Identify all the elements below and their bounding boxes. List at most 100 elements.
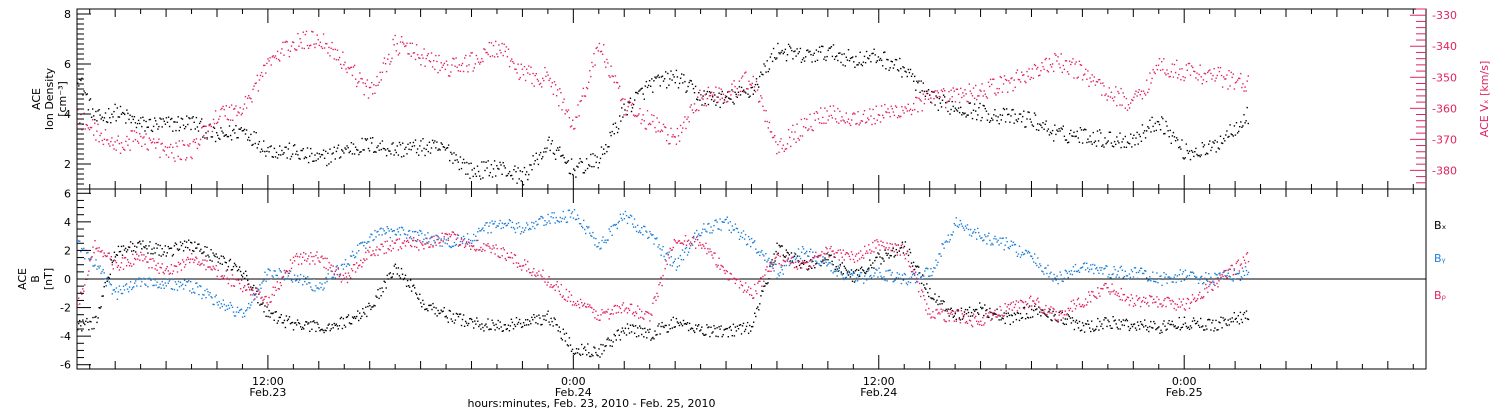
velocity-point (347, 66, 349, 69)
density-point (495, 175, 497, 177)
velocity-point (377, 84, 379, 86)
velocity-point (1029, 78, 1031, 81)
bx-point (163, 251, 165, 253)
by-point (664, 259, 666, 261)
density-point (1091, 143, 1093, 145)
density-point (651, 78, 653, 80)
bz-point (216, 275, 218, 278)
density-point (831, 55, 834, 58)
by-point (486, 222, 488, 224)
by-point (907, 281, 910, 283)
density-point (690, 80, 692, 82)
by-point (522, 231, 525, 233)
velocity-point (953, 90, 955, 92)
density-point (1161, 116, 1163, 118)
velocity-point (102, 143, 105, 146)
velocity-point (723, 101, 726, 103)
by-point (679, 254, 682, 257)
bz-point (347, 272, 350, 274)
by-point (883, 276, 885, 278)
by-point (997, 239, 999, 241)
velocity-point (185, 159, 187, 161)
bx-point (363, 311, 365, 314)
density-point (941, 99, 944, 101)
by-point (548, 220, 550, 222)
bx-point (539, 317, 541, 319)
by-point (332, 276, 334, 278)
by-point (100, 272, 102, 275)
density-point (352, 143, 355, 145)
bx-point (219, 262, 221, 265)
bx-point (746, 321, 749, 324)
bx-point (312, 320, 314, 323)
velocity-point (384, 63, 387, 65)
density-point (559, 146, 561, 148)
by-point (289, 270, 292, 272)
velocity-point (673, 136, 675, 138)
bx-point (879, 256, 881, 258)
density-point (95, 110, 97, 113)
by-point (118, 285, 121, 287)
bz-point (283, 269, 286, 272)
density-point (481, 161, 483, 163)
density-point (237, 137, 239, 139)
density-point (803, 60, 806, 62)
density-point (614, 122, 617, 124)
bx-point (643, 336, 645, 338)
density-point (1095, 145, 1098, 147)
density-point (82, 94, 84, 96)
bx-point (1186, 327, 1189, 329)
velocity-point (419, 57, 421, 59)
velocity-point (449, 75, 451, 77)
bx-point (458, 313, 461, 315)
by-point (812, 251, 814, 253)
bx-point (715, 335, 717, 337)
density-point (939, 102, 942, 104)
by-point (431, 235, 433, 238)
bz-point (192, 258, 194, 260)
bx-point (601, 353, 603, 355)
velocity-point (900, 115, 902, 118)
velocity-point (960, 87, 962, 90)
density-point (219, 138, 221, 140)
velocity-point (609, 76, 611, 78)
bx-point (780, 245, 782, 247)
by-point (927, 268, 929, 270)
density-point (131, 115, 133, 118)
density-point (795, 55, 797, 57)
bx-point (210, 249, 212, 251)
velocity-point (553, 81, 556, 83)
bz-point (251, 288, 253, 290)
density-point (977, 114, 979, 116)
density-point (189, 117, 191, 120)
velocity-point (739, 90, 742, 93)
bx-point (1054, 313, 1056, 316)
density-point (290, 155, 293, 158)
density-point (435, 147, 437, 149)
bx-point (360, 317, 362, 320)
bx-point (311, 328, 313, 330)
by-point (1009, 245, 1011, 248)
bz-point (160, 267, 162, 269)
by-point (561, 217, 563, 220)
by-point (419, 229, 421, 232)
by-point (232, 311, 235, 313)
velocity-point (400, 36, 403, 38)
by-point (247, 307, 249, 309)
density-point (1027, 111, 1029, 113)
density-point (728, 97, 730, 99)
by-point (864, 275, 866, 277)
density-point (341, 149, 343, 151)
bx-point (122, 245, 125, 247)
by-point (79, 240, 81, 242)
by-point (1079, 267, 1082, 269)
density-point (643, 98, 645, 100)
by-point (670, 256, 672, 258)
bz-point (241, 290, 244, 293)
velocity-point (257, 90, 260, 92)
density-point (257, 143, 260, 145)
by-point (1172, 281, 1174, 283)
density-point (392, 142, 394, 144)
bz-point (218, 278, 220, 280)
by-point (159, 283, 161, 285)
